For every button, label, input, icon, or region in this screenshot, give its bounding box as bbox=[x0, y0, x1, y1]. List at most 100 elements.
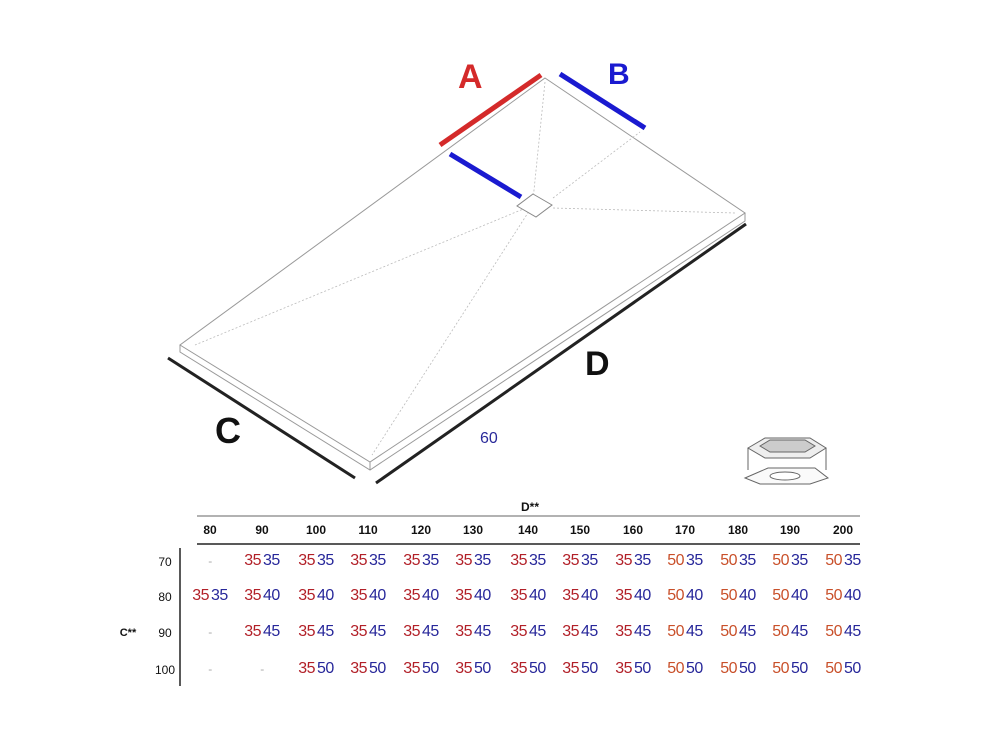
value-b: 35 bbox=[474, 552, 491, 569]
table-cell: 35 35 bbox=[510, 552, 546, 570]
value-a: 50 bbox=[825, 660, 842, 677]
value-a: 35 bbox=[244, 587, 261, 604]
value-b: 45 bbox=[263, 623, 280, 640]
value-a: 50 bbox=[720, 623, 737, 640]
table-cell: 35 45 bbox=[510, 623, 546, 641]
value-b: 40 bbox=[317, 587, 334, 604]
column-header: 200 bbox=[832, 523, 854, 537]
table-cell: 35 50 bbox=[350, 660, 386, 678]
value-a: 35 bbox=[455, 623, 472, 640]
label-a: A bbox=[458, 58, 483, 96]
table-cell: 35 40 bbox=[403, 587, 439, 605]
value-b: 45 bbox=[529, 623, 546, 640]
table-cell: 50 40 bbox=[825, 587, 861, 605]
table-cell: 35 35 bbox=[298, 552, 334, 570]
value-b: 35 bbox=[581, 552, 598, 569]
dimension-d-line bbox=[375, 222, 747, 485]
value-a: 50 bbox=[772, 623, 789, 640]
table-cell: 35 50 bbox=[615, 660, 651, 678]
table-cell: 35 40 bbox=[455, 587, 491, 605]
value-b: 50 bbox=[581, 660, 598, 677]
value-b: 50 bbox=[529, 660, 546, 677]
table-cell: 50 45 bbox=[720, 623, 756, 641]
table-cell: - bbox=[260, 660, 264, 678]
value-b: 40 bbox=[791, 587, 808, 604]
table-cell: 50 45 bbox=[667, 623, 703, 641]
value-b: 45 bbox=[739, 623, 756, 640]
tray-slope-lines bbox=[194, 81, 736, 456]
value-b: 35 bbox=[369, 552, 386, 569]
value-a: 35 bbox=[615, 552, 632, 569]
value-b: 40 bbox=[686, 587, 703, 604]
table-cell: 35 40 bbox=[244, 587, 280, 605]
col-title: D** bbox=[520, 500, 540, 514]
value-b: 35 bbox=[317, 552, 334, 569]
label-c: C bbox=[215, 410, 241, 451]
table-cell: 35 45 bbox=[403, 623, 439, 641]
value-a: 35 bbox=[403, 623, 420, 640]
table-cell: 50 50 bbox=[667, 660, 703, 678]
value-a: 35 bbox=[615, 660, 632, 677]
column-header: 80 bbox=[203, 523, 217, 537]
value-a: 35 bbox=[298, 623, 315, 640]
dimension-b-line bbox=[558, 71, 647, 131]
value-a: 35 bbox=[615, 623, 632, 640]
value-b: 35 bbox=[844, 552, 861, 569]
row-title: C** bbox=[119, 627, 137, 639]
value-b: 50 bbox=[634, 660, 651, 677]
value-a: 35 bbox=[350, 623, 367, 640]
value-b: 45 bbox=[844, 623, 861, 640]
value-b: 45 bbox=[474, 623, 491, 640]
value-a: 35 bbox=[510, 552, 527, 569]
value-a: 35 bbox=[615, 587, 632, 604]
value-a: 35 bbox=[403, 552, 420, 569]
empty-value: - bbox=[208, 554, 212, 568]
value-b: 45 bbox=[791, 623, 808, 640]
value-b: 35 bbox=[791, 552, 808, 569]
value-a: 35 bbox=[562, 660, 579, 677]
table-cell: 35 45 bbox=[455, 623, 491, 641]
column-header: 140 bbox=[517, 523, 539, 537]
value-b: 50 bbox=[422, 660, 439, 677]
value-a: 35 bbox=[510, 623, 527, 640]
label-60: 60 bbox=[480, 430, 498, 447]
value-a: 35 bbox=[298, 587, 315, 604]
value-b: 45 bbox=[686, 623, 703, 640]
value-b: 35 bbox=[529, 552, 546, 569]
value-a: 35 bbox=[455, 660, 472, 677]
table-cell: 50 40 bbox=[772, 587, 808, 605]
table-cell: 50 50 bbox=[720, 660, 756, 678]
table-cell: 35 35 bbox=[350, 552, 386, 570]
value-a: 50 bbox=[667, 552, 684, 569]
value-a: 35 bbox=[455, 587, 472, 604]
table-cell: 35 45 bbox=[350, 623, 386, 641]
value-a: 35 bbox=[350, 660, 367, 677]
value-a: 50 bbox=[667, 587, 684, 604]
column-header: 120 bbox=[410, 523, 432, 537]
value-b: 40 bbox=[263, 587, 280, 604]
table-cell: 50 45 bbox=[772, 623, 808, 641]
row-header: 70 bbox=[158, 555, 172, 569]
value-b: 45 bbox=[317, 623, 334, 640]
column-header: 160 bbox=[622, 523, 644, 537]
value-a: 50 bbox=[772, 660, 789, 677]
value-a: 35 bbox=[244, 623, 261, 640]
value-b: 40 bbox=[739, 587, 756, 604]
table-cell: 35 45 bbox=[298, 623, 334, 641]
value-a: 35 bbox=[403, 660, 420, 677]
drain-icon bbox=[743, 437, 830, 485]
table-cell: 50 35 bbox=[772, 552, 808, 570]
value-b: 45 bbox=[369, 623, 386, 640]
table-cell: 35 50 bbox=[455, 660, 491, 678]
value-b: 40 bbox=[369, 587, 386, 604]
value-a: 35 bbox=[350, 552, 367, 569]
table-cell: 35 40 bbox=[510, 587, 546, 605]
value-a: 50 bbox=[825, 587, 842, 604]
value-a: 50 bbox=[825, 623, 842, 640]
table-cell: 35 35 bbox=[455, 552, 491, 570]
value-a: 35 bbox=[562, 552, 579, 569]
table-cell: 35 35 bbox=[615, 552, 651, 570]
value-b: 35 bbox=[422, 552, 439, 569]
value-a: 35 bbox=[510, 660, 527, 677]
value-a: 35 bbox=[562, 587, 579, 604]
